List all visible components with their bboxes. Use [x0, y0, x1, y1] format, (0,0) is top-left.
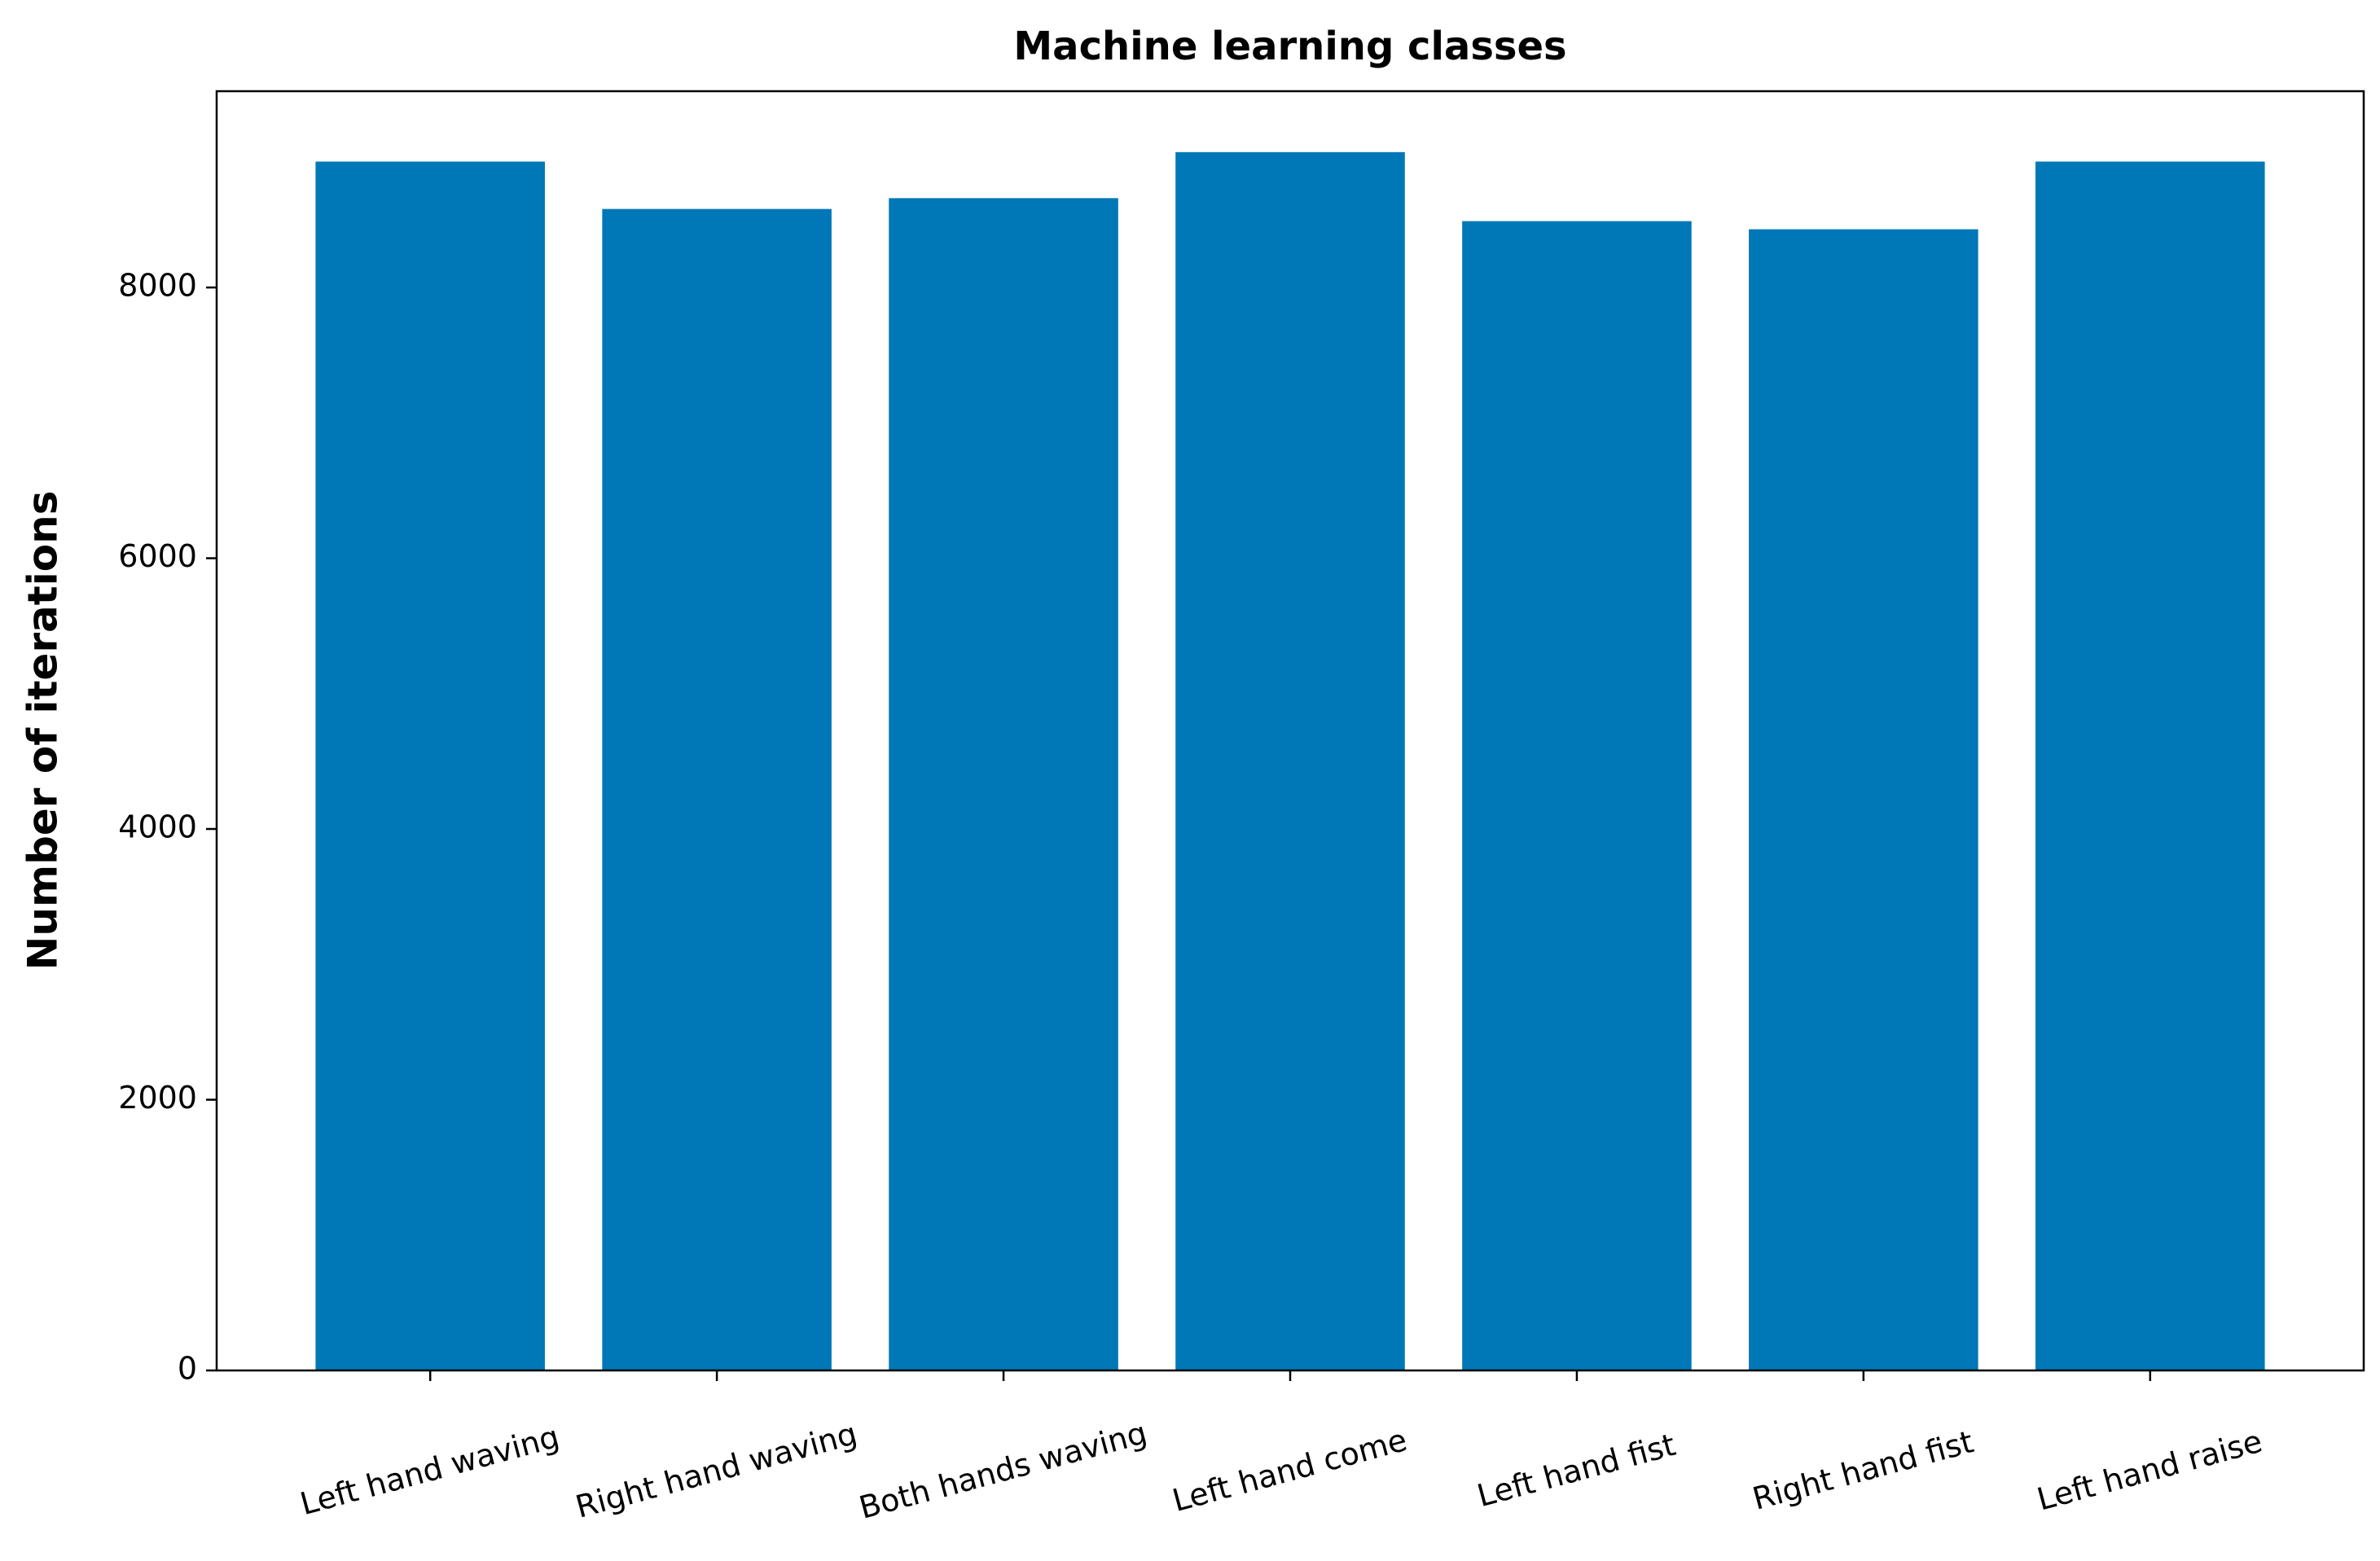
- x-tick-label: Left hand raise: [2033, 1423, 2266, 1518]
- bar: [2035, 161, 2265, 1371]
- bar: [1462, 221, 1692, 1371]
- chart-title: Machine learning classes: [1013, 24, 1566, 69]
- x-tick-label: Right hand fist: [1749, 1423, 1977, 1517]
- y-tick-label: 4000: [118, 809, 197, 845]
- y-tick-label: 2000: [118, 1080, 197, 1116]
- x-tick-label: Left hand waving: [296, 1418, 563, 1522]
- bar: [889, 198, 1118, 1370]
- y-tick-label: 0: [178, 1351, 197, 1387]
- plot-frame: [215, 90, 2365, 1372]
- y-tick-label: 6000: [118, 538, 197, 574]
- x-tick-label: Left hand come: [1169, 1422, 1411, 1519]
- y-axis-label: Number of iterations: [20, 491, 67, 971]
- x-tick-label: Left hand fist: [1473, 1427, 1680, 1514]
- y-tick-label: 8000: [118, 268, 197, 304]
- bar: [1175, 151, 1405, 1370]
- x-tick-label: Right hand waving: [572, 1415, 861, 1524]
- bar: [602, 208, 832, 1371]
- bar: [1749, 229, 1978, 1371]
- bar: [315, 161, 545, 1371]
- x-tick-label: Both hands waving: [855, 1414, 1150, 1526]
